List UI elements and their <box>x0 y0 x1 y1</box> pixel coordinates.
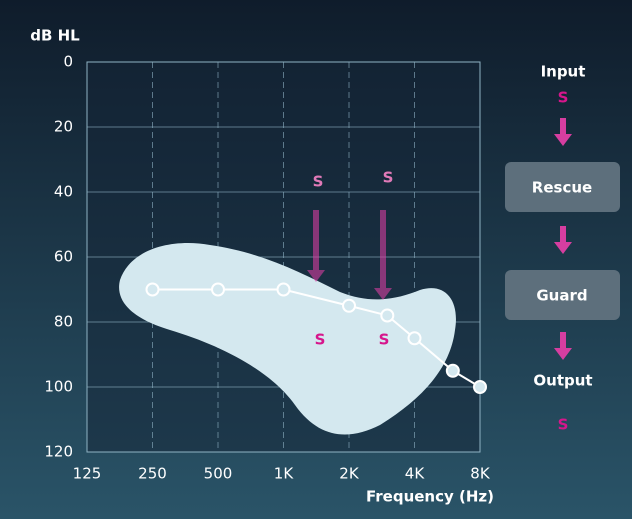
y-axis-label: dB HL <box>30 27 80 45</box>
y-tick-label: 80 <box>54 313 73 331</box>
y-tick-label: 0 <box>63 53 73 71</box>
x-tick-label: 4K <box>405 465 426 483</box>
x-tick-label: 2K <box>339 465 360 483</box>
x-axis-label: Frequency (Hz) <box>366 488 494 506</box>
data-point <box>407 331 422 346</box>
output-symbol: S <box>558 416 569 434</box>
y-tick-label: 120 <box>44 443 73 461</box>
data-point <box>473 380 487 394</box>
annotation: S <box>383 169 394 187</box>
input-symbol: S <box>558 89 569 107</box>
x-tick-label: 125 <box>73 465 102 483</box>
data-point <box>145 282 160 297</box>
step-box <box>505 162 620 212</box>
x-tick-label: 8K <box>470 465 491 483</box>
step-label: Guard <box>536 287 587 305</box>
y-tick-label: 20 <box>54 118 73 136</box>
y-tick-label: 100 <box>44 378 73 396</box>
y-tick-label: 40 <box>54 183 73 201</box>
x-tick-label: 1K <box>274 465 295 483</box>
speech-banana <box>119 243 456 435</box>
data-point <box>342 298 356 313</box>
data-point <box>380 308 395 323</box>
annotation: S <box>313 173 324 191</box>
data-line <box>152 288 481 388</box>
output-label: Output <box>533 372 592 390</box>
y-tick-label: 60 <box>54 248 73 266</box>
annotation: S <box>315 331 326 349</box>
input-label: Input <box>541 63 586 81</box>
arrows <box>307 118 572 360</box>
data-point <box>445 363 460 378</box>
step-label: Rescue <box>532 179 592 197</box>
x-tick-label: 500 <box>204 465 233 483</box>
annotation: S <box>379 331 390 349</box>
data-point <box>211 282 225 297</box>
plot <box>145 282 487 394</box>
x-tick-label: 250 <box>138 465 167 483</box>
step-box <box>505 270 620 320</box>
data-point <box>276 282 291 297</box>
